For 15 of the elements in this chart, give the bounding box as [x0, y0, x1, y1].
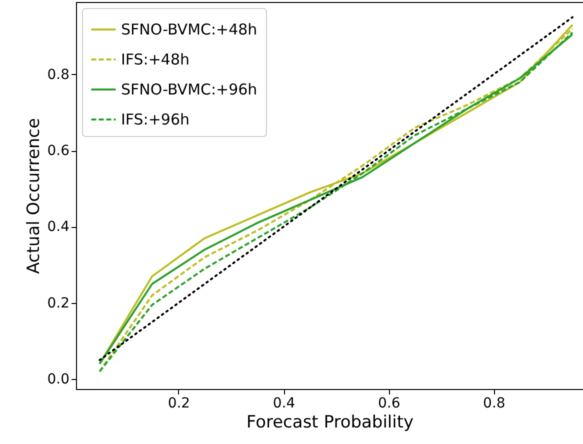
x-tick-label: 0.4	[272, 396, 296, 412]
x-tick-label: 0.2	[168, 396, 190, 412]
legend-label: IFS:+96h	[121, 110, 190, 128]
y-tick-label: 0.0	[47, 372, 70, 388]
y-tick-label: 0.8	[47, 66, 70, 83]
y-axis-title: Actual Occurrence	[24, 118, 44, 274]
y-tick-label: 0.4	[47, 219, 70, 236]
x-axis-title: Forecast Probability	[246, 412, 414, 432]
y-tick-label: 0.6	[47, 143, 70, 160]
legend-label: SFNO-BVMC:+96h	[121, 80, 258, 98]
legend-label: SFNO-BVMC:+48h	[121, 20, 258, 38]
legend-label: IFS:+48h	[121, 50, 190, 68]
x-tick-label: 0.6	[378, 396, 400, 412]
x-tick-label: 0.8	[483, 396, 506, 412]
y-tick-label: 0.2	[47, 295, 70, 312]
